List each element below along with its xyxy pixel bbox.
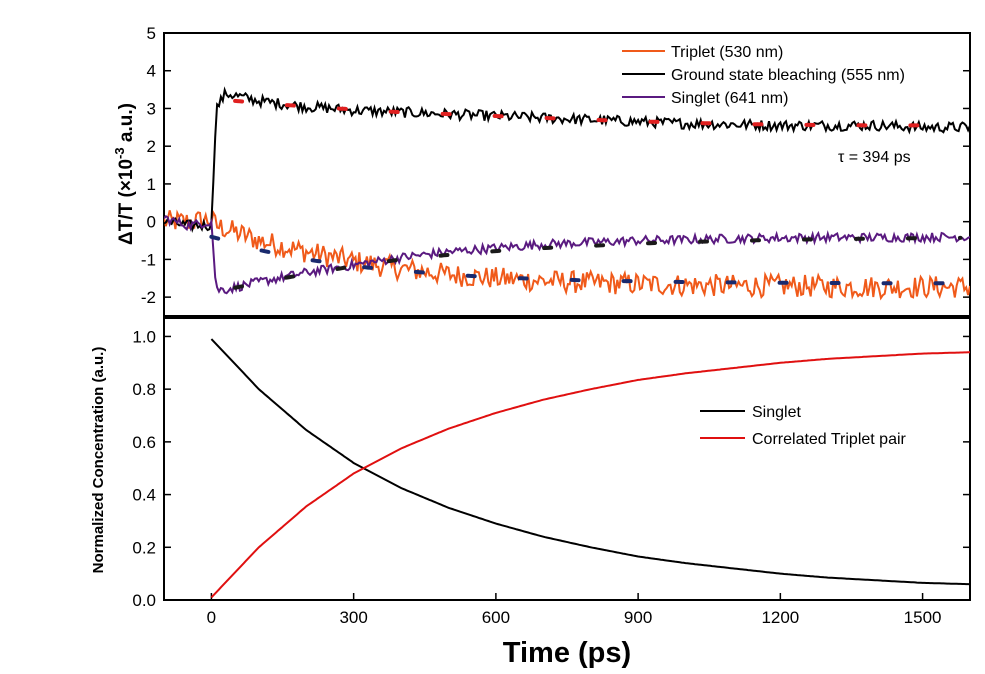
x-tick-label: 900 [624, 608, 652, 627]
bottom-y-tick-label: 1.0 [132, 327, 156, 346]
fit-curve-1 [233, 98, 963, 128]
fit-curve-2 [209, 234, 963, 286]
top-y-label-exponent: -3 [112, 147, 127, 159]
legend-label-ground-state-bleaching: Ground state bleaching (555 nm) [671, 67, 905, 84]
bottom-plot-frame [163, 317, 971, 601]
tau-annotation: τ = 394 ps [838, 149, 911, 166]
top-y-tick-label: 1 [147, 175, 156, 194]
top-y-tick-label: 3 [147, 99, 156, 118]
top-legend: Triplet (530 nm) Ground state bleaching … [622, 44, 905, 107]
top-y-axis-label: ΔT/T (×10-3 a.u.) [112, 103, 137, 245]
top-y-ticks: -2 -1 0 1 2 3 4 5 [141, 24, 970, 307]
bottom-x-ticks: 0 300 600 900 1200 1500 [207, 593, 942, 627]
top-series-group [164, 86, 970, 301]
series-singlet-641-nm [164, 215, 970, 295]
bottom-y-axis-label: Normalized Concentration (a.u.) [90, 347, 107, 574]
legend-label-singlet: Singlet [752, 404, 801, 421]
series-singlet [210, 338, 970, 586]
bottom-panel: 0.0 0.2 0.4 0.6 0.8 1.0 0 300 600 900 1200 1500 Si… [90, 317, 971, 669]
series-ground-state-bleaching-555-nm [164, 86, 970, 233]
top-y-tick-label: 2 [147, 137, 156, 156]
bottom-legend: Singlet Correlated Triplet pair [700, 404, 907, 448]
bottom-y-tick-label: 0.2 [132, 538, 156, 557]
x-tick-label: 0 [207, 608, 216, 627]
bottom-series-group [210, 338, 970, 599]
bottom-y-ticks: 0.0 0.2 0.4 0.6 0.8 1.0 [132, 327, 970, 610]
legend-label-singlet-641: Singlet (641 nm) [671, 90, 788, 107]
top-y-tick-label: -2 [141, 288, 156, 307]
top-y-tick-label: -1 [141, 250, 156, 269]
x-tick-label: 1500 [904, 608, 942, 627]
bottom-y-tick-label: 0.8 [132, 380, 156, 399]
top-fit-group [209, 98, 963, 290]
bottom-y-tick-label: 0.4 [132, 486, 156, 505]
x-tick-label: 1200 [761, 608, 799, 627]
bottom-y-tick-label: 0.6 [132, 433, 156, 452]
legend-label-correlated-triplet-pair: Correlated Triplet pair [752, 431, 907, 448]
fit-curve-3 [233, 235, 963, 290]
top-y-tick-label: 0 [147, 213, 156, 232]
top-y-tick-label: 5 [147, 24, 156, 43]
series-triplet-530-nm [164, 209, 970, 301]
x-tick-label: 300 [339, 608, 367, 627]
x-axis-label: Time (ps) [503, 637, 631, 669]
legend-label-triplet: Triplet (530 nm) [671, 44, 783, 61]
top-y-tick-label: 4 [147, 62, 156, 81]
top-panel: -2 -1 0 1 2 3 4 5 Triplet (530 nm) Ground state… [112, 24, 971, 317]
top-y-label-tail: a.u.) [116, 103, 137, 147]
x-tick-label: 600 [482, 608, 510, 627]
top-y-label-main: ΔT/T (×10 [116, 159, 137, 245]
series-correlated-triplet-pair [210, 351, 970, 599]
bottom-y-tick-label: 0.0 [132, 591, 156, 610]
